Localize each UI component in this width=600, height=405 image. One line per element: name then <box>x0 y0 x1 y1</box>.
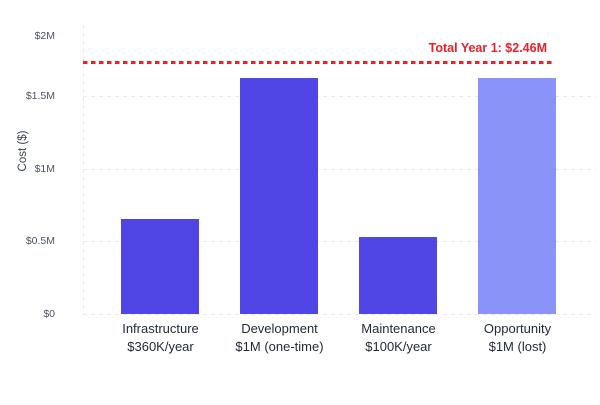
category-label-infrastructure: Infrastructure $360K/year <box>101 320 220 356</box>
category-sublabel: $1M (one-time) <box>235 339 324 354</box>
threshold-dashed-line <box>83 61 553 64</box>
category-name: Maintenance <box>361 321 436 336</box>
gridline-1-5m <box>83 95 596 97</box>
bar-development[interactable] <box>240 78 318 314</box>
y-tick-label-2m: $2M <box>34 30 55 42</box>
y-tick-label-0: $0 <box>43 308 55 320</box>
gridline-1m <box>83 168 596 170</box>
category-sublabel: $360K/year <box>127 339 194 354</box>
bar-slot-development <box>220 23 339 314</box>
y-tick-label-0-5m: $0.5M <box>25 235 55 248</box>
category-name: Opportunity <box>483 321 552 336</box>
y-tick-label-1m: $1M <box>34 162 55 175</box>
threshold-annotation: Total Year 1: $2.46M <box>428 41 547 55</box>
gridline-0-5m <box>83 241 596 243</box>
category-label-development: Development $1M (one-time) <box>220 320 339 356</box>
category-label-opportunity: Opportunity $1M (lost) <box>458 320 577 356</box>
bar-slot-opportunity <box>458 23 577 314</box>
category-sublabel: $1M (lost) <box>488 339 547 354</box>
bar-opportunity[interactable] <box>478 78 556 314</box>
category-name: Infrastructure <box>122 321 199 336</box>
category-name: Development <box>241 321 318 336</box>
category-labels-area: Infrastructure $360K/year Development $1M (… <box>101 320 577 356</box>
bars-area <box>101 23 577 314</box>
y-tick-label-1-5m: $1.5M <box>25 89 55 102</box>
gridline-0 <box>83 314 596 315</box>
bar-slot-infrastructure <box>101 23 220 314</box>
y-axis-line <box>83 25 84 314</box>
category-sublabel: $100K/year <box>365 339 432 354</box>
bar-maintenance[interactable] <box>359 236 437 314</box>
category-label-maintenance: Maintenance $100K/year <box>339 320 458 356</box>
bar-infrastructure[interactable] <box>121 219 199 314</box>
bar-slot-maintenance <box>339 23 458 314</box>
